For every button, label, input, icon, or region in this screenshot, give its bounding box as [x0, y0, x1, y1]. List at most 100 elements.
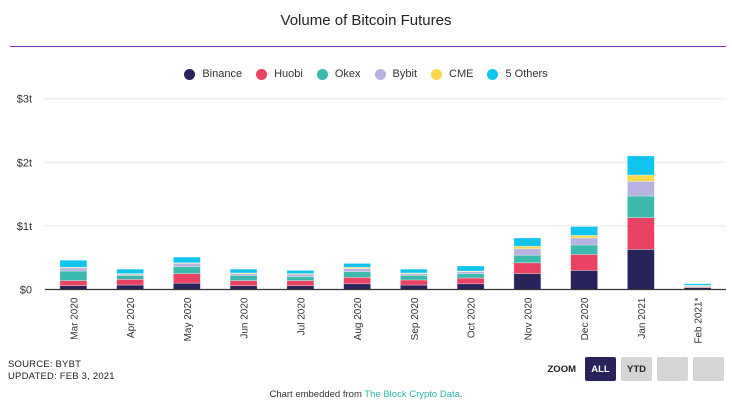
bar-okex — [343, 271, 371, 278]
bar-5-others — [513, 237, 542, 247]
y-tick-label: $1t — [17, 221, 32, 233]
bar-bybit — [570, 237, 598, 246]
bar-huobi — [286, 280, 315, 286]
bar-5-others — [400, 268, 428, 274]
legend-item-cme[interactable]: CME — [431, 68, 473, 80]
x-tick-label: May 2020 — [183, 297, 194, 341]
bar-bybit — [513, 248, 542, 256]
x-tick-label: Feb 2021* — [694, 297, 705, 343]
legend-item-okex[interactable]: Okex — [316, 68, 361, 80]
legend-marker — [184, 68, 196, 80]
legend-item-binance[interactable]: Binance — [184, 68, 242, 80]
embed-prefix: Chart embedded from — [269, 389, 365, 400]
bar-binance — [173, 282, 201, 290]
bar-okex — [173, 266, 201, 274]
y-tick-label: $3t — [17, 94, 32, 106]
bar-okex — [456, 273, 485, 279]
bar-5-others — [59, 259, 88, 268]
zoom-label: ZOOM — [547, 363, 577, 375]
bar-5-others — [683, 283, 712, 286]
x-tick-label: Dec 2020 — [580, 297, 591, 340]
zoom-ytd-button[interactable]: YTD — [621, 357, 652, 381]
legend-label: 5 Others — [505, 68, 548, 80]
bar-bybit — [627, 181, 655, 197]
legend: Binance Huobi Okex Bybit CME 5 Others — [0, 68, 732, 80]
embed-credit: Chart embedded from The Block Crypto Dat… — [0, 389, 732, 400]
zoom-blank-button-1[interactable] — [657, 357, 688, 381]
x-tick-label: Aug 2020 — [353, 297, 364, 340]
legend-marker — [256, 68, 268, 80]
bar-binance — [627, 249, 655, 290]
legend-label: Huobi — [274, 68, 303, 80]
zoom-blank-button-2[interactable] — [693, 357, 724, 381]
legend-label: Bybit — [392, 68, 418, 80]
bar-huobi — [456, 277, 485, 285]
legend-label: Okex — [334, 68, 361, 80]
source-info: SOURCE: BYBT UPDATED: FEB 3, 2021 — [8, 359, 115, 383]
bar-huobi — [400, 279, 428, 286]
bar-huobi — [513, 262, 542, 274]
bar-huobi — [627, 217, 655, 250]
x-tick-label: Mar 2020 — [69, 297, 80, 340]
bar-5-others — [116, 268, 144, 274]
bar-okex — [116, 275, 144, 280]
x-tick-label: Apr 2020 — [126, 297, 137, 338]
bar-cme — [627, 174, 655, 182]
x-tick-label: Nov 2020 — [523, 297, 534, 340]
bar-binance — [400, 284, 428, 290]
bar-cme — [513, 245, 542, 250]
bar-cme — [570, 235, 598, 239]
bar-binance — [570, 270, 598, 290]
x-tick-label: Jul 2020 — [296, 297, 307, 335]
y-tick-label: $2t — [17, 157, 32, 169]
bar-okex — [400, 275, 428, 281]
bar-bybit — [286, 273, 315, 278]
bar-binance — [456, 283, 485, 290]
legend-label: Binance — [202, 68, 243, 80]
legend-item-5-others[interactable]: 5 Others — [487, 68, 548, 80]
bar-binance — [343, 283, 371, 290]
bar-5-others — [627, 155, 655, 176]
bar-huobi — [59, 280, 88, 286]
x-tick-label: Sep 2020 — [410, 297, 421, 340]
legend-marker — [431, 68, 443, 80]
bar-okex — [627, 195, 655, 218]
bar-okex — [570, 244, 598, 255]
bar-5-others — [570, 226, 598, 236]
bar-binance — [513, 273, 542, 290]
bar-bybit — [173, 263, 201, 267]
bar-binance — [116, 284, 144, 290]
bar-5-others — [343, 263, 371, 268]
bar-okex — [59, 270, 88, 281]
bar-huobi — [343, 277, 371, 285]
bar-5-others — [286, 270, 315, 274]
bar-okex — [286, 276, 315, 281]
y-tick-label: $0 — [20, 285, 32, 297]
bar-okex — [229, 275, 258, 281]
chart-title: Volume of Bitcoin Futures — [280, 12, 452, 29]
bar-huobi — [229, 280, 258, 286]
source-text: SOURCE: BYBT — [8, 359, 82, 370]
bar-huobi — [116, 279, 144, 286]
bar-huobi — [570, 254, 598, 271]
zoom-all-button[interactable]: ALL — [585, 357, 616, 381]
x-tick-label: Jun 2020 — [240, 297, 251, 339]
bar-bybit — [343, 268, 371, 272]
x-tick-label: Jan 2021 — [637, 297, 648, 339]
title-divider — [10, 46, 726, 47]
legend-label: CME — [449, 68, 474, 80]
legend-item-bybit[interactable]: Bybit — [374, 68, 418, 80]
embed-link[interactable]: The Block Crypto Data — [364, 389, 460, 400]
bar-okex — [513, 254, 542, 264]
bar-5-others — [456, 265, 485, 272]
bar-5-others — [229, 268, 258, 274]
legend-marker — [316, 68, 328, 80]
legend-item-huobi[interactable]: Huobi — [256, 68, 303, 80]
bar-5-others — [173, 256, 201, 264]
legend-marker — [487, 68, 499, 80]
updated-text: UPDATED: FEB 3, 2021 — [8, 371, 115, 382]
zoom-controls: ZOOM ALL YTD — [547, 357, 724, 381]
embed-suffix: . — [459, 389, 463, 400]
